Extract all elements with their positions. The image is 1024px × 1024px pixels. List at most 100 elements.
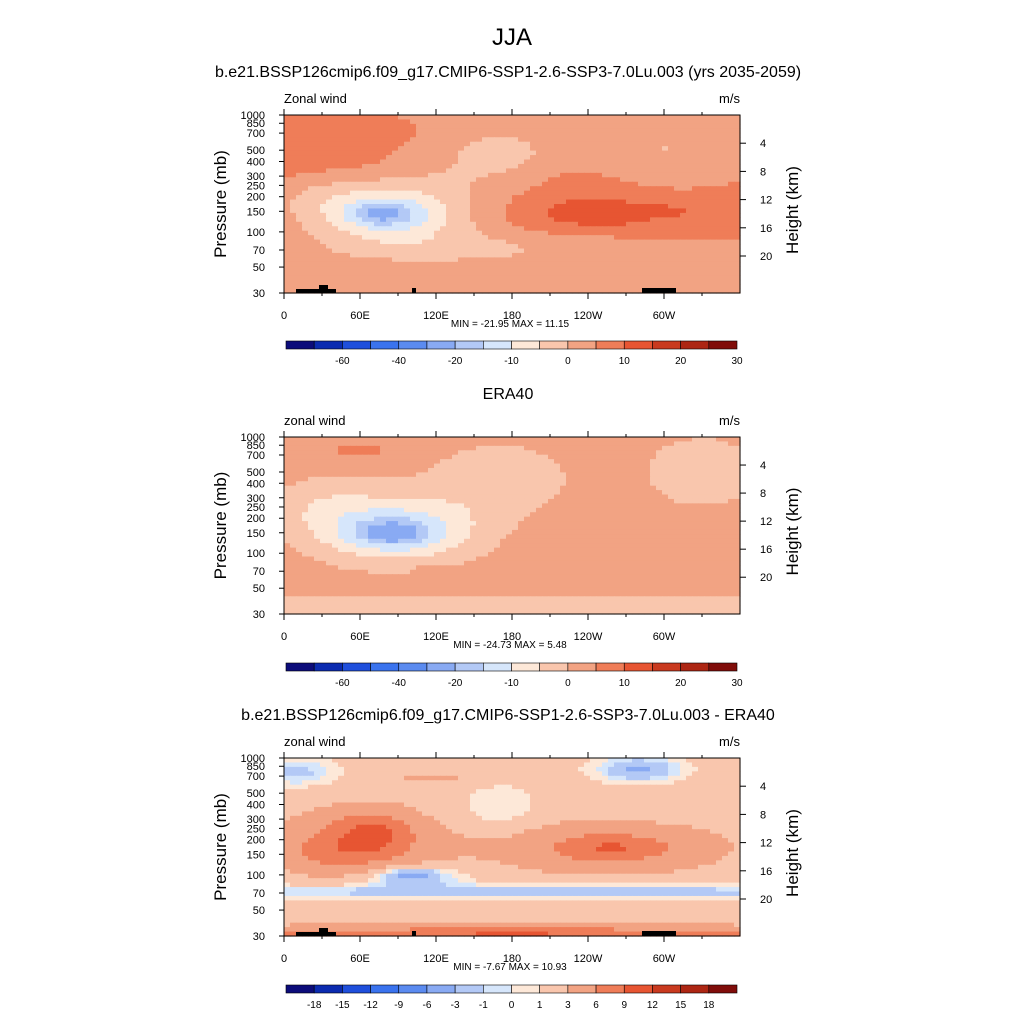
- field-cell: [584, 437, 591, 443]
- field-cell: [314, 226, 321, 232]
- field-cell: [548, 490, 555, 496]
- field-cell: [398, 261, 405, 267]
- field-cell: [608, 195, 615, 201]
- field-cell: [590, 538, 597, 544]
- field-cell: [626, 204, 633, 210]
- field-cell: [356, 248, 363, 254]
- field-cell: [344, 168, 351, 174]
- field-cell: [476, 195, 483, 201]
- field-cell: [380, 516, 387, 522]
- field-cell: [338, 516, 345, 522]
- field-cell: [476, 459, 483, 465]
- field-cell: [350, 261, 357, 267]
- field-cell: [368, 128, 375, 134]
- field-cell: [290, 230, 297, 236]
- field-cell: [632, 235, 639, 241]
- y-tick-label: 250: [247, 180, 265, 192]
- field-cell: [668, 279, 675, 285]
- field-cell: [464, 190, 471, 196]
- field-cell: [698, 132, 705, 138]
- field-cell: [686, 123, 693, 129]
- field-cell: [572, 235, 579, 241]
- field-cell: [476, 132, 483, 138]
- field-cell: [332, 445, 339, 451]
- field-cell: [692, 159, 699, 165]
- field-cell: [656, 155, 663, 161]
- field-cell: [566, 503, 573, 509]
- field-cell: [536, 516, 543, 522]
- field-cell: [590, 512, 597, 518]
- field-cell: [308, 155, 315, 161]
- field-cell: [374, 543, 381, 549]
- field-cell: [482, 284, 489, 290]
- field-cell: [722, 512, 729, 518]
- field-cell: [416, 204, 423, 210]
- field-cell: [494, 195, 501, 201]
- field-cell: [404, 239, 411, 245]
- field-cell: [410, 199, 417, 205]
- field-cell: [326, 257, 333, 263]
- field-cell: [446, 115, 453, 121]
- field-cell: [452, 454, 459, 460]
- field-cell: [578, 115, 585, 121]
- field-cell: [518, 190, 525, 196]
- field-cell: [698, 288, 705, 294]
- field-cell: [440, 146, 447, 152]
- field-cell: [512, 266, 519, 272]
- field-cell: [434, 252, 441, 258]
- field-cell: [722, 441, 729, 447]
- field-cell: [308, 529, 315, 535]
- field-cell: [668, 190, 675, 196]
- field-cell: [542, 503, 549, 509]
- field-cell: [530, 163, 537, 169]
- field-cell: [596, 521, 603, 527]
- field-cell: [590, 476, 597, 482]
- field-cell: [380, 459, 387, 465]
- field-cell: [632, 521, 639, 527]
- field-cell: [734, 137, 741, 143]
- field-cell: [704, 132, 711, 138]
- field-cell: [584, 463, 591, 469]
- field-cell: [542, 199, 549, 205]
- field-cell: [482, 437, 489, 443]
- field-cell: [626, 503, 633, 509]
- field-cell: [410, 481, 417, 487]
- field-cell: [374, 266, 381, 272]
- field-cell: [656, 159, 663, 165]
- min-max-stats: MIN = -21.95 MAX = 11.15: [451, 319, 570, 330]
- field-cell: [542, 235, 549, 241]
- field-cell: [428, 186, 435, 192]
- field-cell: [464, 128, 471, 134]
- field-cell: [686, 266, 693, 272]
- field-cell: [620, 119, 627, 125]
- field-cell: [584, 476, 591, 482]
- field-cell: [566, 538, 573, 544]
- field-cell: [620, 463, 627, 469]
- field-cell: [692, 450, 699, 456]
- field-cell: [626, 181, 633, 187]
- field-cell: [434, 261, 441, 267]
- field-cell: [512, 445, 519, 451]
- field-cell: [494, 141, 501, 147]
- field-cell: [470, 190, 477, 196]
- field-cell: [578, 150, 585, 156]
- field-cell: [464, 119, 471, 125]
- field-cell: [590, 279, 597, 285]
- field-cell: [500, 226, 507, 232]
- field-cell: [584, 123, 591, 129]
- field-cell: [560, 284, 567, 290]
- field-cell: [560, 257, 567, 263]
- field-cell: [326, 503, 333, 509]
- field-cell: [506, 195, 513, 201]
- field-cell: [734, 266, 741, 272]
- field-cell: [680, 472, 687, 478]
- field-cell: [488, 481, 495, 487]
- field-cell: [452, 235, 459, 241]
- field-cell: [404, 204, 411, 210]
- field-cell: [626, 275, 633, 281]
- field-cell: [590, 146, 597, 152]
- field-cell: [542, 516, 549, 522]
- field-cell: [314, 248, 321, 254]
- field-cell: [350, 132, 357, 138]
- field-cell: [650, 115, 657, 121]
